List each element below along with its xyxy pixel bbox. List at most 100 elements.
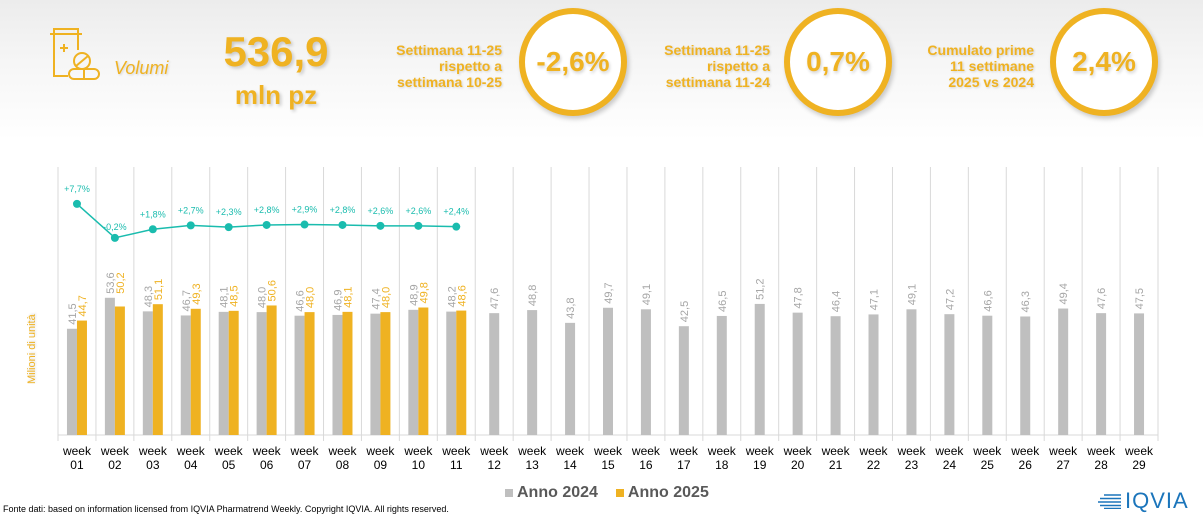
kpi-cumulative-label: Cumulato prime 11 settimane 2025 vs 2024 <box>910 42 1034 90</box>
bar-2024 <box>792 312 803 435</box>
data-label-2024: 49,1 <box>641 284 653 305</box>
data-label-2024: 46,6 <box>295 290 307 311</box>
x-tick-label: week <box>1010 444 1040 458</box>
x-tick-label: week <box>859 444 889 458</box>
medicine-pills-icon <box>48 28 108 84</box>
bar-2024 <box>1020 316 1031 435</box>
x-tick-label: 17 <box>677 458 691 472</box>
data-label-2024: 51,2 <box>755 279 767 300</box>
growth-label: +7,7% <box>64 184 90 194</box>
bar-2024 <box>142 311 153 435</box>
x-tick-label: 06 <box>260 458 274 472</box>
data-label-2024: 46,5 <box>717 291 729 312</box>
data-label-2024: 48,1 <box>219 286 231 307</box>
bar-2025 <box>152 304 163 435</box>
legend-label-2025: Anno 2025 <box>627 484 709 501</box>
x-tick-label: 10 <box>412 458 426 472</box>
bar-2024 <box>446 311 457 435</box>
data-label-2024: 47,6 <box>1096 288 1108 309</box>
x-tick-label: week <box>517 444 547 458</box>
legend-swatch-2024 <box>505 489 513 497</box>
growth-point <box>414 221 423 230</box>
source-note: Fonte dati: based on information license… <box>3 504 449 514</box>
total-volume-value: 536,9 <box>223 28 329 75</box>
x-tick-label: 21 <box>829 458 843 472</box>
bar-2025 <box>228 310 239 435</box>
bar-2024 <box>66 328 77 435</box>
data-label-2024: 48,0 <box>257 287 269 308</box>
x-tick-label: 19 <box>753 458 767 472</box>
bar-2025 <box>266 305 277 435</box>
bar-2025 <box>76 320 87 435</box>
data-label-2024: 46,7 <box>181 290 193 311</box>
x-tick-label: week <box>403 444 433 458</box>
legend-swatch-2025 <box>615 489 624 497</box>
bar-2024 <box>1134 313 1145 435</box>
x-tick-label: 11 <box>450 458 463 472</box>
data-label-2024: 46,9 <box>332 290 344 311</box>
growth-point <box>72 199 81 208</box>
bar-2024 <box>868 314 879 435</box>
bar-2024 <box>489 313 500 435</box>
bar-2025 <box>304 312 315 435</box>
data-label-2024: 49,4 <box>1058 283 1070 304</box>
iqvia-logo-icon <box>1098 494 1121 509</box>
bar-2024 <box>640 309 651 435</box>
x-tick-label: week <box>669 444 699 458</box>
x-tick-label: 22 <box>867 458 881 472</box>
growth-label: +2,9% <box>292 205 318 215</box>
data-label-2024: 49,1 <box>906 284 918 305</box>
x-tick-label: week <box>441 444 471 458</box>
x-tick-label: week <box>972 444 1002 458</box>
data-label-2025: 48,5 <box>229 285 241 306</box>
data-label-2024: 47,4 <box>370 288 382 309</box>
kpi-weekly-change-circle: -2,6% <box>519 8 627 116</box>
growth-label: +2,8% <box>254 205 280 215</box>
data-label-2024: 47,2 <box>944 289 956 310</box>
y-axis-title: Milioni di unità <box>26 314 38 384</box>
total-volume-unit: mln pz <box>234 80 318 110</box>
data-label-2025: 48,0 <box>380 287 392 308</box>
x-tick-label: 07 <box>298 458 312 472</box>
x-tick-label: 24 <box>943 458 957 472</box>
bar-2024 <box>218 311 229 435</box>
data-label-2025: 44,7 <box>77 295 89 316</box>
growth-label: +1,8% <box>140 209 166 219</box>
x-tick-label: week <box>555 444 585 458</box>
x-tick-label: 18 <box>715 458 729 472</box>
kpi-cumulative-value: 2,4% <box>1072 46 1136 77</box>
bar-2024 <box>754 303 765 435</box>
growth-label: +2,7% <box>178 205 204 215</box>
x-tick-label: 16 <box>639 458 653 472</box>
x-tick-label: week <box>138 444 168 458</box>
data-label-2024: 48,9 <box>408 284 420 305</box>
growth-point <box>262 220 271 229</box>
kpi-cumulative-circle: 2,4% <box>1050 8 1158 116</box>
kpi-yoy-week-circle: 0,7% <box>784 8 892 116</box>
growth-label: +2,6% <box>405 206 431 216</box>
bar-2024 <box>603 307 613 435</box>
x-tick-label: week <box>290 444 320 458</box>
kpi-label-line: Settimana 11-25 <box>396 42 502 58</box>
x-tick-label: week <box>745 444 775 458</box>
data-label-2024: 43,8 <box>565 297 577 318</box>
bar-2025 <box>380 312 391 435</box>
kpi-label-line: settimana 11-24 <box>665 74 770 90</box>
x-tick-label: 13 <box>525 458 539 472</box>
growth-label: +2,4% <box>443 207 469 217</box>
bar-2024 <box>565 322 576 435</box>
kpi-weekly-change-label: Settimana 11-25 rispetto a settimana 10-… <box>380 42 502 90</box>
bar-2024 <box>294 315 305 435</box>
data-label-2024: 46,4 <box>831 291 843 312</box>
x-tick-label: 26 <box>1019 458 1033 472</box>
x-tick-label: week <box>896 444 926 458</box>
bar-2024 <box>678 326 689 435</box>
data-label-2025: 48,1 <box>342 286 354 307</box>
data-label-2025: 50,2 <box>115 272 127 293</box>
x-tick-label: 14 <box>563 458 577 472</box>
x-tick-label: week <box>1124 444 1154 458</box>
data-label-2025: 48,0 <box>305 287 317 308</box>
x-tick-label: week <box>62 444 92 458</box>
bar-2024 <box>104 297 115 435</box>
